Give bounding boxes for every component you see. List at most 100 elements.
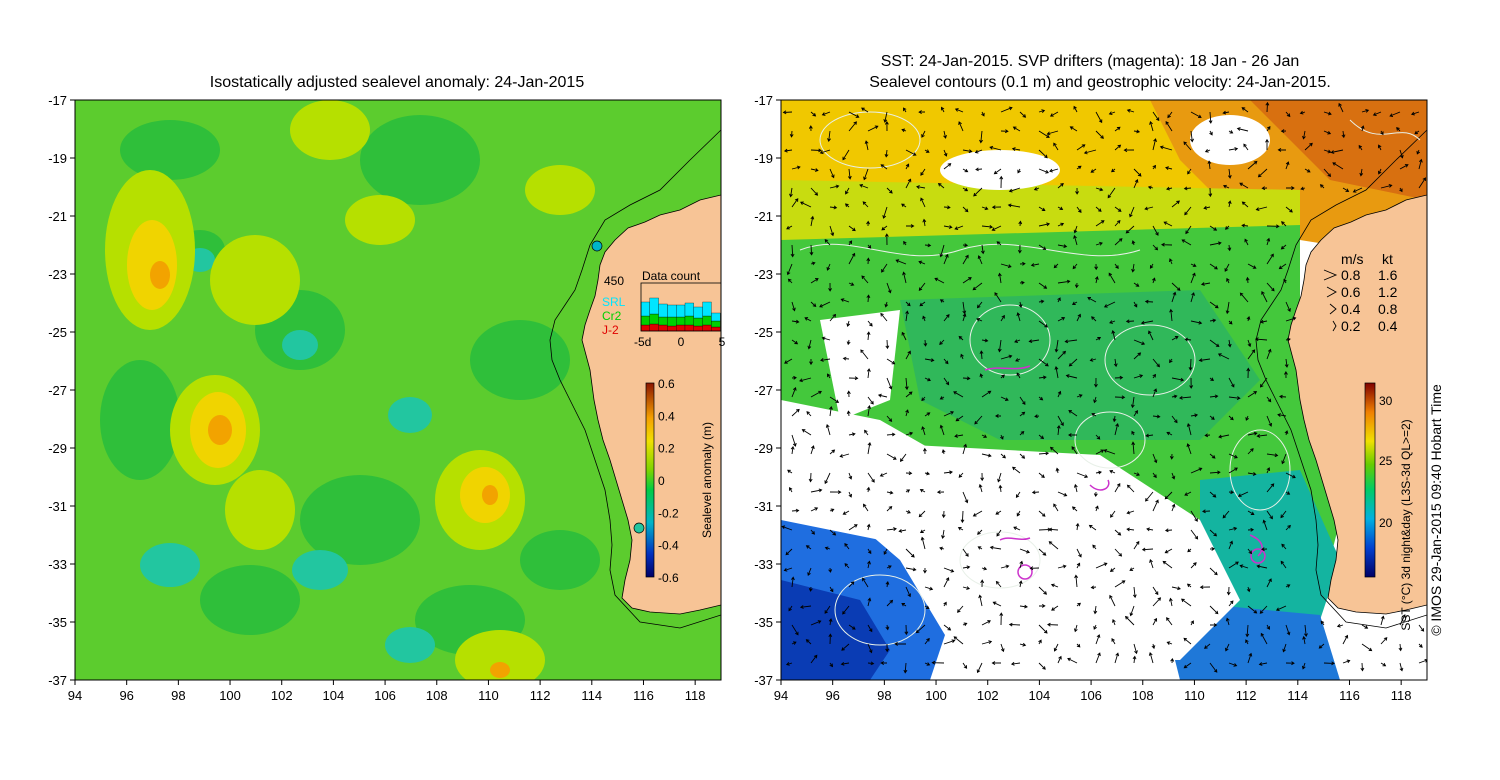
data-count-bar <box>702 315 712 326</box>
velocity-vector <box>1247 652 1253 664</box>
colorbar-tick-label: 20 <box>1379 516 1393 530</box>
velocity-vector <box>1071 446 1078 455</box>
velocity-vector <box>810 507 819 512</box>
colorbar-tick-label: 30 <box>1379 394 1393 408</box>
velocity-vector <box>784 358 793 364</box>
velocity-vector <box>1030 263 1040 267</box>
velocity-vector <box>790 445 795 455</box>
velocity-vector <box>1265 101 1270 113</box>
velocity-vector <box>791 434 797 447</box>
velocity-vector <box>1038 149 1048 159</box>
velocity-vector <box>829 396 840 403</box>
velocity-vector <box>943 205 951 210</box>
velocity-vector <box>1241 201 1249 208</box>
velocity-vector <box>804 317 812 322</box>
velocity-vector <box>885 339 890 350</box>
velocity-vector <box>1144 299 1154 304</box>
velocity-vector <box>1152 358 1160 368</box>
velocity-vector <box>962 277 972 284</box>
velocity-vector <box>1170 657 1175 664</box>
velocity-vector <box>1165 120 1173 132</box>
velocity-vector <box>1171 394 1178 399</box>
velocity-vector <box>1338 102 1344 113</box>
velocity-vector <box>1266 624 1270 630</box>
velocity-vector <box>943 314 950 322</box>
velocity-vector <box>1228 561 1239 569</box>
velocity-vector <box>866 294 871 303</box>
velocity-vector <box>939 424 945 436</box>
velocity-vector <box>1152 388 1158 398</box>
velocity-vector <box>943 253 949 265</box>
velocity-vector <box>1167 111 1173 119</box>
velocity-vector <box>1038 109 1046 114</box>
velocity-vector <box>1266 453 1279 458</box>
velocity-vector <box>1056 424 1061 436</box>
velocity-vector <box>1280 129 1287 133</box>
data-count-bar <box>640 301 650 317</box>
velocity-vector <box>1259 319 1268 324</box>
velocity-vector <box>1131 430 1135 436</box>
y-tick-label: -29 <box>754 441 773 456</box>
velocity-vector <box>783 567 793 572</box>
velocity-vector <box>1204 433 1211 438</box>
velocity-vector <box>1209 453 1216 459</box>
data-count-bar <box>658 324 668 332</box>
velocity-vector <box>877 393 888 398</box>
velocity-vector <box>1169 453 1174 460</box>
velocity-vector <box>861 275 869 284</box>
velocity-vector <box>905 489 911 493</box>
velocity-vector <box>1284 371 1288 379</box>
sst-colorbar: 30 25 20 SST (°C) 3d night&day (L3S-3d QL>… <box>1364 382 1413 631</box>
velocity-vector <box>1095 241 1103 246</box>
velocity-vector <box>1255 206 1268 212</box>
velocity-vector <box>905 350 911 360</box>
data-count-bar <box>658 316 668 326</box>
velocity-vector <box>1074 574 1079 588</box>
velocity-vector <box>787 469 793 474</box>
velocity-vector <box>1266 348 1272 360</box>
velocity-vector <box>828 618 833 626</box>
colorbar-tick-label: -0.6 <box>658 571 679 585</box>
x-tick-label: 110 <box>1184 688 1205 703</box>
velocity-vector <box>981 338 989 343</box>
velocity-vector <box>957 605 964 613</box>
velocity-vector <box>1190 272 1196 284</box>
velocity-vector <box>1186 583 1192 588</box>
velocity-vector <box>1018 220 1023 227</box>
velocity-vector <box>1133 339 1146 346</box>
velocity-vector <box>1225 617 1230 626</box>
velocity-vector <box>922 218 927 227</box>
velocity-vector <box>867 624 873 633</box>
velocity-vector <box>1133 540 1140 550</box>
velocity-vector <box>886 358 896 365</box>
velocity-vector <box>1057 564 1067 569</box>
velocity-vector <box>1131 441 1136 455</box>
velocity-vector <box>827 130 831 142</box>
velocity-vector <box>1093 624 1097 630</box>
x-tick-label: 108 <box>426 688 448 703</box>
velocity-legend-kt-value: 1.2 <box>1378 284 1398 300</box>
y-tick-label: -35 <box>48 615 67 630</box>
velocity-vector <box>962 548 969 557</box>
sst-colorbar-label: SST (°C) 3d night&day (L3S-3d QL>=2) <box>1399 419 1413 630</box>
velocity-vector <box>810 278 819 284</box>
velocity-vector <box>1237 491 1249 498</box>
velocity-vector <box>864 140 869 151</box>
velocity-vector <box>1171 282 1181 291</box>
velocity-vector <box>1304 142 1313 151</box>
velocity-vector <box>1247 349 1256 360</box>
velocity-vector <box>1171 291 1177 303</box>
velocity-vector <box>886 377 893 390</box>
velocity-vector <box>1000 434 1004 440</box>
velocity-legend-ms-value: 0.6 <box>1341 284 1361 300</box>
velocity-vector <box>1000 106 1013 113</box>
velocity-vector <box>848 581 855 588</box>
velocity-vector <box>1159 145 1173 151</box>
velocity-legend-arrow <box>1332 320 1337 332</box>
velocity-vector <box>1284 358 1289 368</box>
velocity-vector <box>1000 314 1005 322</box>
velocity-vector <box>1057 415 1064 427</box>
velocity-vector <box>791 508 800 513</box>
y-tick-label: -29 <box>48 441 67 456</box>
sst-green-core <box>900 290 1260 440</box>
